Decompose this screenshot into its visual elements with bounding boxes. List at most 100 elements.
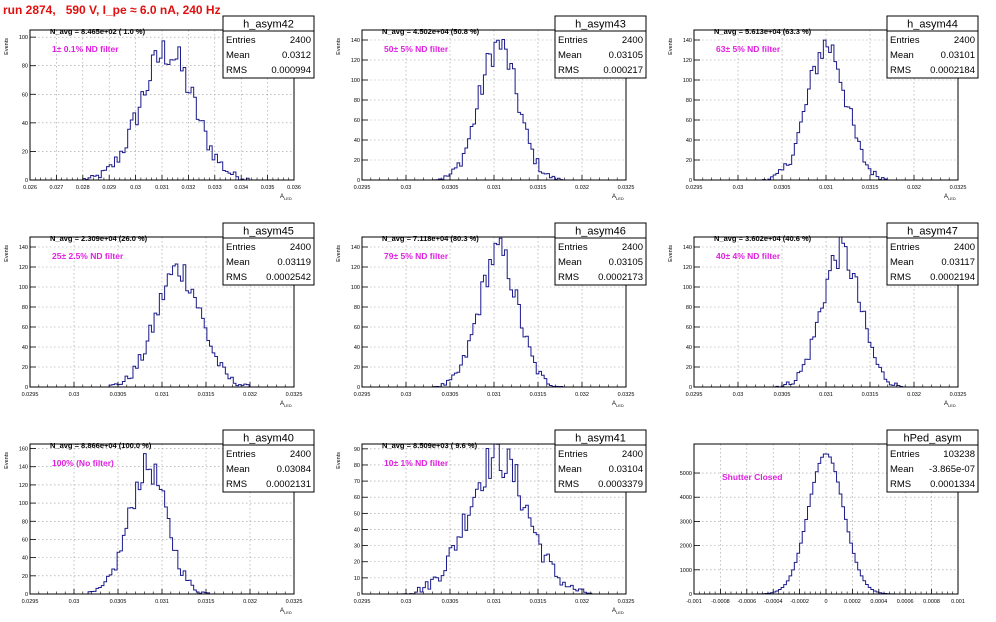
x-tick-label: 0.0305	[442, 599, 459, 605]
y-tick-label: 160	[19, 447, 28, 453]
stats-entries-label: Entries	[558, 242, 588, 253]
y-tick-label: 10	[354, 576, 360, 582]
x-axis-label: ALED	[280, 194, 292, 201]
x-tick-label: 0.0315	[862, 185, 879, 191]
x-tick-label: -0.0002	[790, 599, 809, 605]
x-axis-label: ALED	[612, 608, 624, 615]
stats-entries-label: Entries	[890, 449, 920, 460]
stats-entries-label: Entries	[226, 449, 256, 460]
stats-rms-value: 0.000994	[271, 65, 311, 76]
x-axis-label: ALED	[944, 401, 956, 408]
x-tick-label: 0.001	[951, 599, 965, 605]
stats-title: h_asym45	[243, 226, 294, 238]
filter-label: 63± 5% ND filter	[716, 44, 781, 54]
x-tick-label: 0.036	[287, 185, 301, 191]
x-tick-label: 0.031	[155, 185, 169, 191]
x-tick-label: 0.0295	[686, 392, 703, 398]
stats-entries-value: 2400	[290, 242, 311, 253]
histogram-line-h_asym42	[30, 40, 294, 181]
x-tick-label: 0.0315	[530, 392, 547, 398]
stats-box	[554, 222, 647, 286]
y-tick-label: 60	[354, 495, 360, 501]
stats-title: h_asym47	[907, 226, 958, 238]
y-tick-label: 20	[354, 158, 360, 164]
histogram-pad-h_asym40: 0.0295 0.03 0.0305 0.031 0.0315 0.032 0.0325 0 2…	[4, 429, 315, 615]
stats-entries-label: Entries	[226, 35, 256, 46]
x-tick-label: -0.001	[686, 599, 702, 605]
run-title: run 2874, 590 V, I_pe ≈ 6.0 nA, 240 Hz	[3, 3, 221, 17]
stats-mean-value: -3.865e-07	[929, 464, 975, 475]
y-tick-label: 60	[686, 325, 692, 331]
x-tick-label: 0.0002	[844, 599, 861, 605]
stats-title: h_asym41	[575, 433, 626, 445]
filter-label: 25± 2.5% ND filter	[52, 251, 124, 261]
y-tick-label: 100	[19, 501, 28, 507]
y-tick-label: 140	[683, 245, 692, 251]
y-axis-label: Events	[668, 38, 674, 55]
stats-box	[554, 429, 647, 493]
y-axis-label: Events	[336, 452, 342, 469]
x-tick-label: 0.0325	[286, 599, 303, 605]
y-tick-label: 0	[689, 178, 692, 184]
y-tick-label: 100	[19, 285, 28, 291]
x-tick-label: 0.0325	[618, 392, 635, 398]
x-tick-label: 0.031	[487, 599, 501, 605]
stats-mean-value: 0.03117	[941, 257, 975, 268]
y-axis-label: Events	[336, 38, 342, 55]
stats-title: h_asym46	[575, 226, 626, 238]
stats-box	[886, 429, 979, 493]
x-tick-label: 0.03	[69, 599, 80, 605]
stats-mean-label: Mean	[558, 464, 582, 475]
x-tick-label: -0.0004	[764, 599, 783, 605]
stats-mean-value: 0.03105	[609, 257, 643, 268]
stats-rms-label: RMS	[226, 272, 247, 283]
x-tick-label: 0.0305	[774, 185, 791, 191]
x-tick-label: 0.0295	[354, 599, 371, 605]
y-axis-label: Events	[668, 245, 674, 262]
y-tick-label: 60	[22, 537, 28, 543]
y-tick-label: 120	[351, 58, 360, 64]
stats-entries-value: 103238	[943, 449, 975, 460]
y-tick-label: 20	[22, 365, 28, 371]
x-tick-label: 0.0315	[198, 392, 215, 398]
stats-mean-value: 0.0312	[282, 50, 311, 61]
y-tick-label: 70	[354, 479, 360, 485]
filter-label: 1± 0.1% ND filter	[52, 44, 119, 54]
y-tick-label: 60	[354, 118, 360, 124]
x-tick-label: 0.031	[819, 185, 833, 191]
filter-label: 100% (No filter)	[52, 458, 114, 468]
x-tick-label: 0.0295	[354, 185, 371, 191]
stats-box	[222, 429, 315, 493]
y-tick-label: 60	[22, 325, 28, 331]
stats-entries-value: 2400	[954, 35, 975, 46]
y-tick-label: 40	[22, 121, 28, 127]
x-tick-label: 0.0305	[774, 392, 791, 398]
x-tick-label: 0.035	[261, 185, 275, 191]
histogram-pad-h_asym47: 0.0295 0.03 0.0305 0.031 0.0315 0.032 0.0325 0 2…	[668, 222, 979, 408]
y-tick-label: 120	[683, 58, 692, 64]
stats-entries-value: 2400	[290, 449, 311, 460]
x-tick-label: 0.0325	[618, 185, 635, 191]
y-tick-label: 80	[22, 305, 28, 311]
stats-rms-label: RMS	[558, 65, 579, 76]
x-tick-label: 0.0315	[862, 392, 879, 398]
x-tick-label: 0.03	[130, 185, 141, 191]
x-tick-label: 0.0008	[923, 599, 940, 605]
stats-rms-value: 0.0002184	[930, 65, 975, 76]
stats-mean-label: Mean	[226, 257, 250, 268]
y-tick-label: 40	[686, 138, 692, 144]
y-tick-label: 80	[686, 305, 692, 311]
y-tick-label: 0	[689, 592, 692, 598]
x-tick-label: 0.031	[819, 392, 833, 398]
stats-entries-label: Entries	[558, 35, 588, 46]
y-tick-label: 140	[351, 38, 360, 44]
x-tick-label: 0.03	[401, 392, 412, 398]
stats-entries-value: 2400	[622, 35, 643, 46]
x-tick-label: 0.0315	[198, 599, 215, 605]
y-tick-label: 80	[22, 64, 28, 70]
navg-label: N_avg = 8.866e+04 (100.0 %)	[50, 441, 152, 450]
y-tick-label: 40	[354, 527, 360, 533]
x-tick-label: 0.0315	[530, 599, 547, 605]
y-axis-label: Events	[336, 245, 342, 262]
stats-mean-label: Mean	[890, 257, 914, 268]
